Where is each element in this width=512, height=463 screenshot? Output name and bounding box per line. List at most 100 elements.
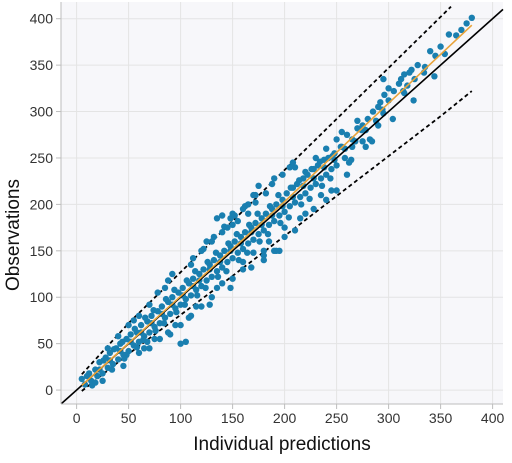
- data-point: [250, 236, 257, 243]
- data-point: [281, 224, 288, 231]
- upper-bound-line: [81, 5, 452, 375]
- data-point: [275, 191, 282, 199]
- data-point: [310, 205, 317, 213]
- y-axis-ticks: 0 50 100 150 200 250 300 350 400: [30, 11, 61, 398]
- data-point: [431, 73, 438, 80]
- data-point: [362, 143, 369, 150]
- data-point: [289, 159, 297, 166]
- data-point: [333, 136, 340, 143]
- data-point: [427, 48, 434, 55]
- x-tick-label: 200: [273, 410, 297, 426]
- data-point: [162, 295, 170, 303]
- data-point: [246, 221, 253, 228]
- data-point: [234, 249, 241, 256]
- y-tick-label: 300: [30, 104, 54, 120]
- data-point: [203, 277, 210, 284]
- data-point: [206, 301, 213, 308]
- x-tick-label: 300: [377, 410, 401, 426]
- data-point: [271, 175, 278, 182]
- data-point: [285, 214, 292, 221]
- data-point: [308, 165, 315, 173]
- data-point: [323, 171, 330, 178]
- data-point: [144, 338, 151, 345]
- data-point: [368, 138, 376, 145]
- data-point: [127, 331, 134, 338]
- data-point: [276, 212, 283, 219]
- data-point: [121, 355, 128, 362]
- data-point: [154, 289, 161, 296]
- data-point: [151, 335, 158, 343]
- y-tick-label: 250: [30, 150, 54, 166]
- data-point: [229, 275, 236, 282]
- data-point: [194, 292, 201, 299]
- data-point: [213, 268, 221, 275]
- data-point: [235, 256, 242, 264]
- data-point: [225, 240, 232, 247]
- data-point: [260, 252, 267, 259]
- data-point: [172, 321, 179, 329]
- data-point: [244, 249, 251, 256]
- data-point: [227, 284, 234, 292]
- data-point: [254, 210, 261, 217]
- data-point: [200, 266, 207, 273]
- data-point: [385, 85, 392, 92]
- x-tick-label: 100: [169, 410, 193, 426]
- data-point: [312, 180, 319, 188]
- data-point: [115, 356, 122, 363]
- data-point: [233, 230, 240, 238]
- data-point: [185, 314, 193, 321]
- data-point: [281, 208, 288, 215]
- data-point: [231, 212, 238, 219]
- data-point: [213, 215, 221, 222]
- data-point: [239, 245, 247, 253]
- data-point: [271, 217, 278, 225]
- data-point: [255, 230, 262, 238]
- y-tick-label: 350: [30, 57, 54, 73]
- data-point: [202, 284, 209, 292]
- data-point: [203, 238, 210, 245]
- data-point: [283, 190, 290, 197]
- data-point: [224, 258, 231, 266]
- data-point: [133, 344, 141, 351]
- data-point: [437, 43, 444, 50]
- data-point: [137, 321, 145, 329]
- data-point: [189, 275, 197, 282]
- data-point: [277, 219, 284, 227]
- data-point: [179, 284, 186, 292]
- data-point: [177, 321, 184, 329]
- data-point: [265, 238, 273, 245]
- data-point: [250, 191, 257, 199]
- data-point: [135, 349, 143, 357]
- data-point: [78, 375, 86, 383]
- data-point: [302, 190, 309, 197]
- data-point: [148, 312, 155, 319]
- data-point: [245, 240, 252, 247]
- data-point: [204, 258, 211, 266]
- data-point: [115, 333, 122, 340]
- data-point: [142, 314, 149, 321]
- x-tick-label: 400: [481, 410, 505, 426]
- data-point: [150, 307, 157, 314]
- data-point: [221, 247, 228, 254]
- data-point: [281, 233, 288, 241]
- data-point: [100, 357, 107, 364]
- data-point: [327, 175, 334, 182]
- data-point: [219, 212, 226, 219]
- data-point: [264, 230, 272, 238]
- data-point: [161, 284, 169, 292]
- data-point: [262, 190, 270, 197]
- data-point: [250, 249, 257, 256]
- data-point: [164, 329, 172, 336]
- data-point: [239, 266, 247, 273]
- data-point: [146, 345, 153, 352]
- data-point: [110, 346, 118, 353]
- data-point: [141, 345, 148, 352]
- data-point: [229, 255, 236, 262]
- data-point: [198, 303, 205, 310]
- data-point: [348, 156, 355, 163]
- data-point: [208, 294, 215, 301]
- y-tick-label: 400: [30, 11, 54, 27]
- data-point: [231, 238, 238, 245]
- data-point: [390, 87, 397, 95]
- data-point: [302, 210, 309, 217]
